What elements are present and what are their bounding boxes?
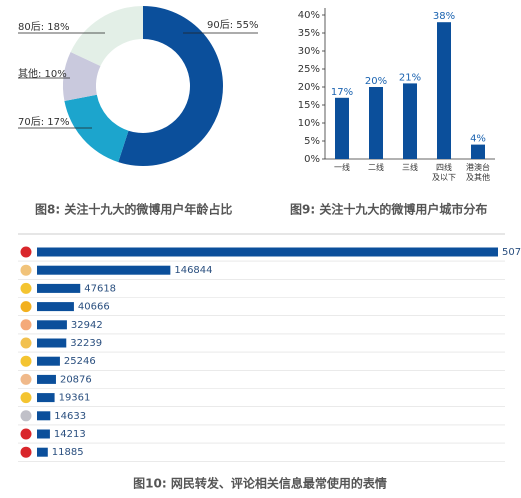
bar [37,247,498,257]
value-label: 4% [470,134,486,145]
y-tick-label: 0% [304,154,320,165]
y-tick-label: 20% [298,82,320,93]
y-tick-label: 25% [298,64,320,75]
x-tick-label: 四线及以下 [432,162,456,182]
emoji-icon [20,337,32,349]
emoji-icon [20,282,32,294]
y-tick-label: 10% [298,118,320,129]
value-label: 14633 [54,411,86,422]
x-tick-label: 港澳台及其他 [466,162,490,182]
x-tick-label: 二线 [368,162,384,172]
value-label: 32239 [70,338,102,349]
bar [37,283,81,293]
value-label: 14213 [54,429,86,440]
chart-title: 图10: 网民转发、评论相关信息最常使用的表情 [133,476,387,491]
y-tick-label: 15% [298,100,320,111]
emoji-icon [20,392,32,404]
value-label: 20876 [60,374,92,385]
value-label: 38% [433,11,455,22]
bar [37,302,74,312]
value-label: 17% [331,87,353,98]
y-tick-label: 5% [304,136,320,147]
pie-slice [118,6,223,167]
slice-label: 80后: 18% [18,21,70,33]
emoji-icon [20,301,32,313]
y-tick-label: 35% [298,28,320,39]
pie-slice [63,51,101,101]
slice-label: 70后: 17% [18,116,70,128]
slice-label: 90后: 55% [207,19,259,31]
value-label: 47618 [84,283,116,294]
slice-label: 其他: 10% [18,67,67,80]
y-tick-label: 30% [298,46,320,57]
pie-slice [64,94,129,163]
x-tick-label: 三线 [402,162,418,172]
chart-title: 图9: 关注十九大的微博用户城市分布 [290,202,487,217]
value-label: 11885 [52,447,84,458]
value-label: 40666 [78,302,110,313]
bar [37,320,67,330]
y-tick-label: 40% [298,10,320,21]
bar [37,356,60,366]
emoji-icon [20,446,32,458]
value-label: 146844 [174,265,212,276]
pie-slice [70,6,143,66]
bar [37,447,48,457]
value-label: 21% [399,72,421,83]
value-label: 32942 [71,320,103,331]
value-label: 19361 [59,393,91,404]
emoji-icon [20,319,32,331]
bar [335,97,349,159]
emoji-icon [20,355,32,367]
bar [37,338,67,348]
value-label: 25246 [64,356,96,367]
bar [471,144,485,159]
emoji-icon [20,264,32,276]
bar [37,429,50,439]
emoji-icon [20,410,32,422]
emoji-icon [20,246,32,258]
bar [403,83,417,159]
bar [37,411,51,421]
bar [369,87,383,159]
bar [37,374,56,384]
value-label: 20% [365,76,387,87]
chart-title: 图8: 关注十九大的微博用户年龄占比 [35,202,232,217]
bar [37,393,55,403]
emoji-icon [20,373,32,385]
bar [37,265,171,275]
value-label: 507631 [502,247,521,258]
x-tick-label: 一线 [334,162,350,172]
bar [437,22,451,160]
emoji-icon [20,428,32,440]
